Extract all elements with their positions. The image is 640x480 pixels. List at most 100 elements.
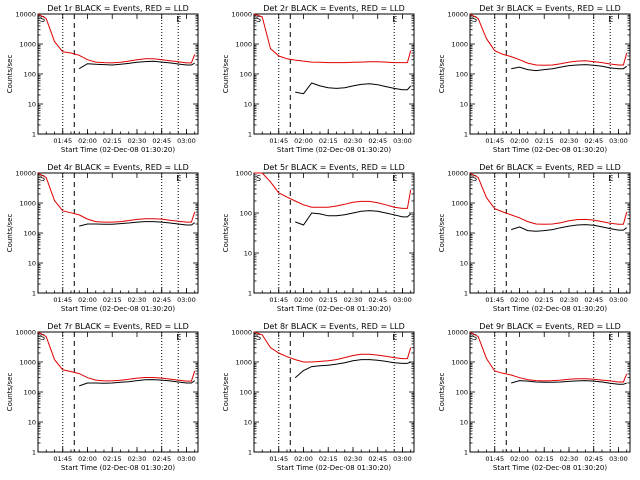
y-tick-label: 10000 — [15, 169, 36, 177]
detector-panel-2: Det 2r BLACK = Events, RED = LLD 1 10 100 10… — [222, 4, 415, 154]
series-events-line — [78, 60, 195, 70]
x-tick-label: 02:00 — [78, 137, 97, 145]
series-lld-line — [37, 172, 196, 223]
series-events-line — [79, 221, 195, 227]
x-tick-label: 02:30 — [560, 137, 579, 145]
x-tick-label: 02:00 — [510, 455, 529, 463]
x-tick-label: 03:00 — [393, 296, 412, 304]
x-tick-label: 02:45 — [584, 296, 603, 304]
series-lld-line — [37, 13, 196, 64]
series-events-line — [295, 82, 412, 95]
x-tick-label: 02:45 — [152, 296, 171, 304]
corner-label-e: E — [608, 15, 613, 24]
x-axis-label: Start Time (02-Dec-08 01:30:20) — [493, 464, 607, 472]
y-tick-label: 1 — [32, 130, 36, 138]
x-tick-label: 01:45 — [53, 455, 72, 463]
series-events-line — [79, 379, 195, 387]
plot-frame — [469, 331, 631, 453]
y-tick-label: 10000 — [231, 328, 252, 336]
y-axis-label: Counts/sec — [222, 55, 230, 94]
x-tick-label: 02:15 — [319, 137, 338, 145]
panel-title: Det 4r BLACK = Events, RED = LLD — [47, 163, 189, 172]
detector-panel-3: Det 3r BLACK = Events, RED = LLD 1 10 100 10… — [438, 4, 631, 154]
x-axis-label: Start Time (02-Dec-08 01:30:20) — [493, 146, 607, 154]
panel-title: Det 8r BLACK = Events, RED = LLD — [263, 322, 405, 331]
y-tick-label: 100 — [24, 388, 36, 396]
y-axis-label: Counts/sec — [6, 55, 14, 94]
panel-title: Det 6r BLACK = Events, RED = LLD — [479, 163, 621, 172]
x-axis-label: Start Time (02-Dec-08 01:30:20) — [61, 305, 175, 313]
y-tick-label: 10 — [28, 418, 36, 426]
y-tick-label: 10 — [244, 100, 252, 108]
corner-label-s: S — [472, 15, 477, 24]
y-tick-label: 1 — [32, 289, 36, 297]
x-tick-label: 02:45 — [368, 455, 387, 463]
y-tick-label: 1000 — [451, 358, 468, 366]
x-tick-label: 02:45 — [152, 137, 171, 145]
x-axis-label: Start Time (02-Dec-08 01:30:20) — [493, 305, 607, 313]
x-tick-label: 02:15 — [103, 296, 122, 304]
detector-panel-5: Det 5r BLACK = Events, RED = LLD 1 10 100 10… — [222, 163, 415, 313]
series-lld-line — [37, 331, 196, 382]
y-tick-label: 1000 — [235, 169, 252, 177]
series-events-line — [295, 210, 412, 226]
x-tick-label: 03:00 — [177, 137, 196, 145]
y-tick-label: 1 — [464, 130, 468, 138]
panel-title: Det 3r BLACK = Events, RED = LLD — [479, 4, 621, 13]
corner-label-e: E — [392, 15, 397, 24]
corner-label-e: E — [608, 333, 613, 342]
x-axis-label: Start Time (02-Dec-08 01:30:20) — [277, 146, 391, 154]
x-tick-label: 01:45 — [485, 455, 504, 463]
x-tick-label: 01:45 — [485, 137, 504, 145]
x-tick-label: 02:00 — [510, 137, 529, 145]
y-tick-label: 1 — [464, 448, 468, 456]
y-tick-label: 1000 — [19, 358, 36, 366]
corner-label-e: E — [176, 15, 181, 24]
panel-title: Det 2r BLACK = Events, RED = LLD — [263, 4, 405, 13]
x-tick-label: 02:45 — [368, 137, 387, 145]
x-tick-label: 03:00 — [393, 137, 412, 145]
y-tick-label: 10 — [460, 418, 468, 426]
y-tick-label: 100 — [240, 70, 252, 78]
x-tick-label: 02:30 — [560, 296, 579, 304]
y-tick-label: 10000 — [447, 10, 468, 18]
x-tick-label: 02:30 — [560, 455, 579, 463]
corner-label-e: E — [392, 333, 397, 342]
plot-frame — [253, 172, 415, 294]
plot-frame — [37, 13, 199, 135]
x-tick-label: 02:45 — [584, 137, 603, 145]
series-events-line — [511, 64, 627, 72]
detector-panel-8: Det 8r BLACK = Events, RED = LLD 1 10 100 10… — [222, 322, 415, 472]
x-tick-label: 02:15 — [103, 455, 122, 463]
y-tick-label: 1000 — [235, 358, 252, 366]
series-lld-line — [469, 172, 628, 225]
x-tick-label: 02:00 — [78, 296, 97, 304]
x-tick-label: 02:45 — [368, 296, 387, 304]
plot-frame — [469, 13, 631, 135]
corner-label-e: E — [176, 333, 181, 342]
x-tick-label: 03:00 — [393, 455, 412, 463]
plot-frame — [37, 331, 199, 453]
y-tick-label: 1000 — [19, 40, 36, 48]
series-lld-line — [253, 331, 412, 363]
x-axis-label: Start Time (02-Dec-08 01:30:20) — [277, 305, 391, 313]
x-tick-label: 02:45 — [152, 455, 171, 463]
plot-frame — [253, 13, 415, 135]
corner-label-e: E — [392, 174, 397, 183]
series-events-line — [294, 359, 411, 379]
y-tick-label: 10 — [244, 249, 252, 257]
y-tick-label: 10000 — [231, 10, 252, 18]
y-tick-label: 100 — [240, 209, 252, 217]
y-tick-label: 10000 — [447, 169, 468, 177]
plot-frame — [37, 172, 199, 294]
corner-label-s: S — [256, 174, 261, 183]
y-tick-label: 10 — [460, 259, 468, 267]
x-tick-label: 02:30 — [344, 296, 363, 304]
y-tick-label: 10000 — [15, 328, 36, 336]
series-events-line — [511, 380, 627, 385]
x-axis-label: Start Time (02-Dec-08 01:30:20) — [277, 464, 391, 472]
x-tick-label: 03:00 — [177, 296, 196, 304]
y-axis-label: Counts/sec — [438, 214, 446, 253]
series-lld-line — [254, 172, 412, 209]
x-tick-label: 02:00 — [78, 455, 97, 463]
